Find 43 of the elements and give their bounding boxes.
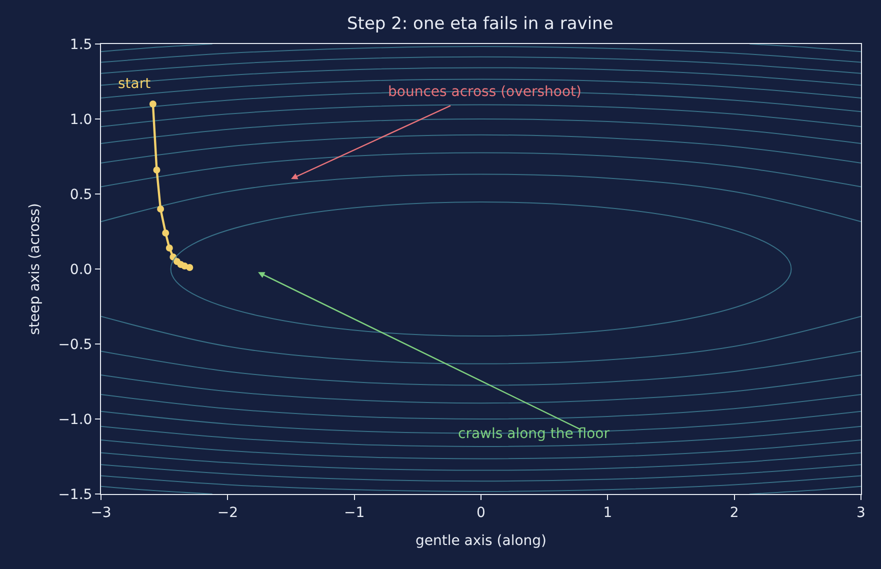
x-tick-label: 0 (476, 504, 486, 521)
line-series (101, 78, 861, 98)
x-tick-label: 1 (603, 504, 612, 521)
line-series (101, 134, 861, 164)
line-series (101, 316, 861, 364)
line-series (101, 118, 861, 144)
line-series (101, 394, 861, 420)
x-tick-label: 2 (730, 504, 739, 521)
x-tick-label: −3 (90, 504, 112, 521)
x-tick-label: −2 (217, 504, 238, 521)
y-tick-label: 0.5 (70, 186, 92, 203)
y-tick-label: −0.5 (58, 336, 92, 353)
line-series (101, 104, 861, 128)
line-series (101, 174, 861, 222)
point (153, 166, 160, 174)
line-series (101, 46, 861, 63)
x-tick-label: −1 (344, 504, 365, 521)
y-tick-label: 1.5 (70, 36, 92, 53)
point (162, 230, 170, 236)
line-series (101, 452, 861, 471)
x-tick-label: 3 (856, 504, 866, 521)
line-series (101, 56, 861, 74)
line-series (101, 350, 861, 386)
line-series (101, 426, 861, 447)
line-series (101, 152, 861, 188)
annotation: start (118, 76, 152, 92)
y-tick-label: 1.0 (70, 112, 92, 128)
y-tick-label: −1.0 (58, 412, 92, 428)
line-series (101, 374, 861, 404)
point (149, 100, 156, 108)
point (186, 264, 194, 271)
line-series (101, 475, 861, 492)
chart-title: Step 2: one eta fails in a ravine (346, 14, 614, 34)
line-series (101, 464, 861, 482)
y-tick-label: −1.5 (58, 486, 92, 503)
point (166, 244, 173, 252)
y-axis-title: steep axis (across) (26, 203, 43, 335)
line-series (101, 440, 861, 460)
annotation: bounces across (overshoot) (388, 84, 582, 100)
annotation: crawls along the floor (458, 426, 610, 442)
point (157, 206, 164, 212)
x-axis-title: gentle axis (along) (415, 533, 547, 550)
y-tick-label: 0.0 (70, 262, 92, 278)
